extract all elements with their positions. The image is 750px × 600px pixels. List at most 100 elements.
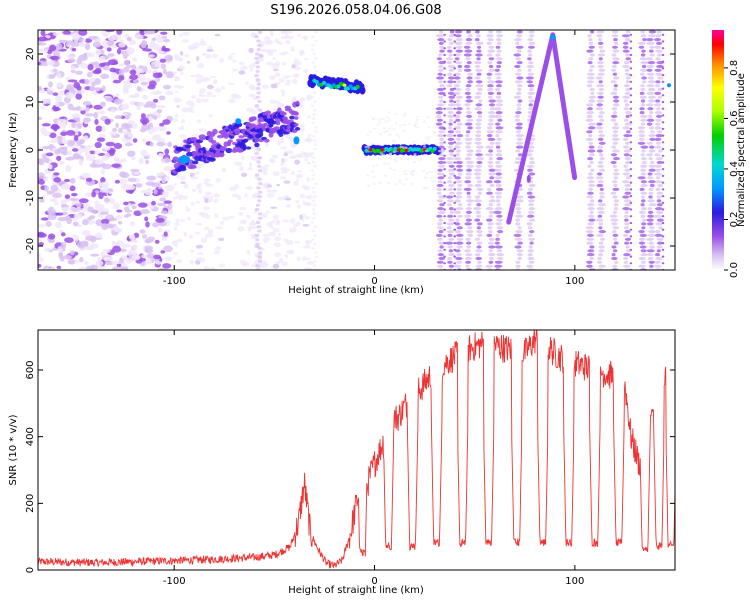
heatmap-cell — [474, 253, 481, 257]
heatmap-cell — [195, 73, 203, 79]
heatmap-cell — [257, 177, 262, 181]
heatmap-cell — [312, 264, 317, 268]
heatmap-cell — [367, 184, 370, 187]
heatmap-cell — [613, 210, 618, 214]
heatmap-cell — [623, 107, 629, 111]
heatmap-cell — [293, 111, 299, 116]
heatmap-cell — [513, 53, 522, 57]
heatmap-cell — [529, 241, 534, 245]
heatmap-cell — [69, 250, 75, 256]
heatmap-cell — [83, 145, 91, 152]
heatmap-cell — [611, 256, 618, 261]
heatmap-cell — [623, 149, 631, 153]
heatmap-cell — [101, 155, 110, 161]
heatmap-cell — [489, 107, 495, 111]
heatmap-cell — [277, 233, 282, 236]
heatmap-cell — [645, 103, 654, 107]
heatmap-cell — [654, 214, 662, 218]
heatmap-cell — [517, 226, 522, 230]
heatmap-cell — [38, 263, 42, 268]
heatmap-cell — [179, 176, 186, 181]
heatmap-cell — [612, 72, 618, 76]
heatmap-cell — [448, 34, 455, 38]
heatmap-cell — [78, 198, 89, 204]
heatmap-cell — [629, 67, 633, 70]
heatmap-cell — [598, 222, 604, 226]
heatmap-cell — [654, 230, 661, 234]
heatmap-cell — [180, 71, 184, 76]
heatmap-cell — [646, 38, 654, 42]
heatmap-cell — [527, 233, 533, 237]
heatmap-cell — [366, 174, 370, 177]
heatmap-cell — [629, 228, 633, 231]
heatmap-cell — [476, 222, 483, 226]
heatmap-cell — [179, 134, 187, 139]
heatmap-cell — [477, 114, 483, 118]
heatmap-cell — [494, 264, 503, 268]
heatmap-cell — [495, 99, 504, 103]
heatmap-cell — [307, 161, 311, 165]
heatmap-cell — [127, 177, 137, 182]
heatmap-cell — [195, 200, 201, 204]
heatmap-cell — [448, 145, 453, 149]
heatmap-cell — [183, 183, 189, 189]
heatmap-cell — [488, 157, 493, 161]
heatmap-cell — [65, 91, 75, 99]
heatmap-cell — [311, 173, 316, 177]
heatmap-cell — [255, 242, 260, 246]
heatmap-cell — [220, 86, 226, 90]
heatmap-cell — [290, 99, 296, 103]
heatmap-cell — [148, 205, 155, 210]
heatmap-cell — [613, 199, 620, 203]
heatmap-cell — [312, 203, 317, 207]
heatmap-cell — [597, 160, 604, 165]
heatmap-cell — [656, 107, 661, 111]
heatmap-cell — [613, 38, 618, 42]
heatmap-cell — [623, 199, 632, 203]
heatmap-cell — [287, 249, 295, 255]
heatmap-cell — [239, 259, 247, 265]
heatmap-cell — [241, 155, 245, 161]
heatmap-cell — [269, 74, 276, 81]
heatmap-cell — [69, 206, 77, 214]
heatmap-cell — [528, 30, 535, 34]
heatmap-cell — [214, 88, 222, 93]
heatmap-cell — [629, 134, 633, 137]
heatmap-cell — [526, 174, 531, 183]
heatmap-cell — [145, 100, 155, 107]
heatmap-cell — [254, 74, 259, 78]
heatmap-cell — [196, 56, 200, 62]
heatmap-cell — [487, 122, 494, 126]
heatmap-cell — [149, 141, 154, 147]
heatmap-cell — [641, 49, 646, 53]
heatmap-cell — [280, 167, 288, 171]
heatmap-cell — [640, 203, 645, 207]
heatmap-cell — [211, 54, 219, 58]
heatmap-cell — [613, 99, 620, 103]
heatmap-cell — [646, 218, 654, 222]
heatmap-cell — [661, 188, 665, 191]
heatmap-cell — [437, 180, 443, 184]
heatmap-cell — [629, 74, 633, 77]
heatmap-cell — [586, 237, 595, 241]
heatmap-cell — [266, 118, 275, 125]
heatmap-cell — [527, 195, 536, 199]
heatmap-cell — [245, 146, 252, 150]
heatmap-cell — [49, 198, 58, 202]
heatmap-cell — [255, 65, 261, 69]
heatmap-cell — [259, 131, 264, 137]
heatmap-cell — [314, 126, 318, 129]
heatmap-cell — [270, 49, 277, 53]
heatmap-cell — [185, 205, 189, 209]
heatmap-cell — [191, 188, 197, 192]
heatmap-cell — [268, 132, 274, 138]
heatmap-cell — [647, 107, 654, 111]
heatmap-cell — [210, 94, 217, 98]
heatmap-cell — [313, 143, 318, 147]
heatmap-cell — [453, 147, 457, 151]
heatmap-cell — [76, 106, 82, 111]
heatmap-cell — [597, 61, 604, 65]
heatmap-cell — [248, 93, 256, 98]
heatmap-cell — [433, 130, 437, 133]
